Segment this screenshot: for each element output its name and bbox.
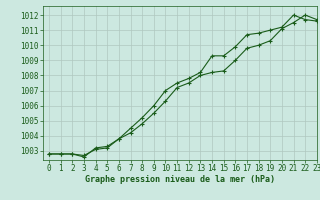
X-axis label: Graphe pression niveau de la mer (hPa): Graphe pression niveau de la mer (hPa) <box>85 175 275 184</box>
